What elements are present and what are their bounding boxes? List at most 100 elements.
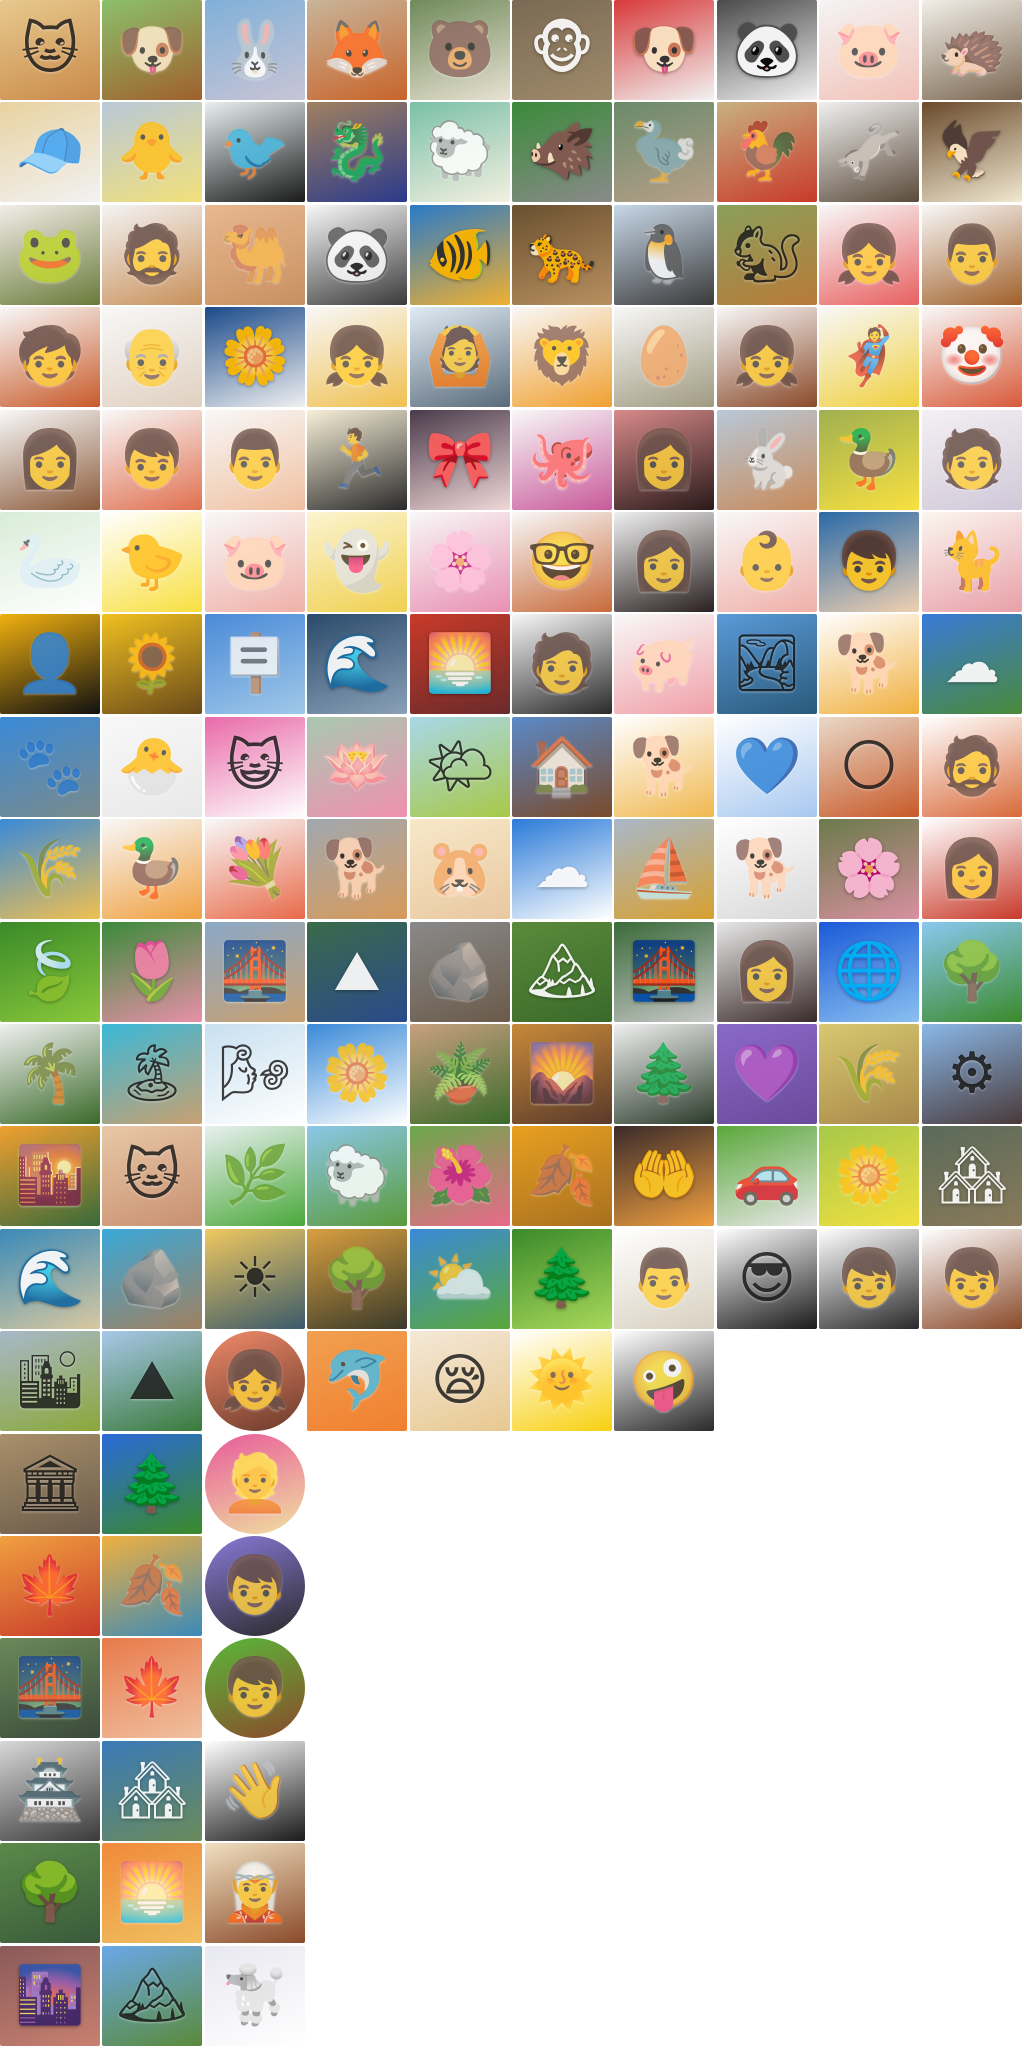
avatar-holo-heart[interactable]: 💙 — [717, 717, 817, 817]
avatar-green-leaf[interactable]: 🍃 — [0, 922, 100, 1022]
avatar-red-beard-man[interactable]: 🧔 — [922, 717, 1022, 817]
avatar-man-with-cap[interactable]: 🧢 — [0, 102, 100, 202]
avatar-green-valley[interactable]: 🏔 — [512, 922, 612, 1022]
avatar-village-hills[interactable]: 🏘 — [922, 1126, 1022, 1226]
avatar-frog[interactable]: 🐸 — [0, 205, 100, 305]
avatar-palm-tree[interactable]: 🌴 — [0, 1024, 100, 1124]
avatar-man-sunglasses[interactable]: 😎 — [717, 1229, 817, 1329]
avatar-pink-bud[interactable]: 🌷 — [102, 922, 202, 1022]
avatar-city-river[interactable]: 🏙 — [0, 1331, 100, 1431]
avatar-tapir[interactable]: 🐗 — [512, 102, 612, 202]
avatar-heart-hands-sunset[interactable]: 🤲 — [614, 1126, 714, 1226]
avatar-bearded-man[interactable]: 🧔 — [102, 205, 202, 305]
avatar-cartoon-man-gray-hair[interactable]: 👨 — [614, 1229, 714, 1329]
avatar-sea-stacks[interactable]: 🪨 — [102, 1229, 202, 1329]
avatar-cartoon-boy-brown-hair[interactable]: 👦 — [922, 1229, 1022, 1329]
avatar-cartoon-boy-purple[interactable]: 👦 — [205, 1536, 305, 1636]
avatar-corgi-butt[interactable]: 🐕 — [614, 717, 714, 817]
avatar-wooden-house[interactable]: 🏠 — [512, 717, 612, 817]
avatar-lone-tree[interactable]: 🌳 — [922, 922, 1022, 1022]
avatar-sea-slug[interactable]: 🐉 — [307, 102, 407, 202]
avatar-fjord[interactable]: ⛰ — [307, 922, 407, 1022]
avatar-anime-girl-sketch[interactable]: 🧑 — [512, 614, 612, 714]
avatar-lotus-flower[interactable]: 🪷 — [307, 717, 407, 817]
avatar-stone-bridge[interactable]: 🌉 — [614, 922, 714, 1022]
avatar-clown-face[interactable]: 🤡 — [922, 307, 1022, 407]
avatar-lamb[interactable]: 🐑 — [410, 102, 510, 202]
avatar-pink-pig-cartoon[interactable]: 🐖 — [614, 614, 714, 714]
avatar-bald-man[interactable]: 👨 — [205, 410, 305, 510]
avatar-white-goose[interactable]: 🦢 — [0, 512, 100, 612]
avatar-cartoon-boy-green[interactable]: 👦 — [205, 1638, 305, 1738]
avatar-golden-trees[interactable]: 🍂 — [512, 1126, 612, 1226]
avatar-pink-poppy[interactable]: 🌺 — [410, 1126, 510, 1226]
avatar-yellow-chick[interactable]: 🐤 — [102, 512, 202, 612]
avatar-runner-silhouette[interactable]: 🏃 — [307, 410, 407, 510]
avatar-sunflower[interactable]: 🌻 — [102, 614, 202, 714]
avatar-duckling[interactable]: 🐥 — [102, 102, 202, 202]
avatar-penguin[interactable]: 🐧 — [614, 205, 714, 305]
avatar-monkey[interactable]: 🐵 — [512, 0, 612, 100]
avatar-blue-sky[interactable]: 🌐 — [819, 922, 919, 1022]
avatar-hand-waving-hi[interactable]: 👋 — [205, 1741, 305, 1841]
avatar-autumn-forest[interactable]: 🍁 — [102, 1638, 202, 1738]
avatar-wind-turbine[interactable]: 🌬 — [205, 1024, 305, 1124]
avatar-sea-shore[interactable]: 🌊 — [0, 1229, 100, 1329]
avatar-girl-silhouette[interactable]: 👤 — [0, 614, 100, 714]
avatar-misty-hills[interactable]: 🌄 — [512, 1024, 612, 1124]
avatar-white-cloud[interactable]: ☁ — [512, 819, 612, 919]
avatar-dry-grass[interactable]: 🌾 — [819, 1024, 919, 1124]
avatar-sunset-hills[interactable]: 🌇 — [0, 1126, 100, 1226]
avatar-blossom-tree[interactable]: 🌸 — [819, 819, 919, 919]
avatar-man-with-glasses[interactable]: 🤓 — [512, 512, 612, 612]
avatar-piglet[interactable]: 🐷 — [819, 0, 919, 100]
avatar-toucan[interactable]: 🐦 — [205, 102, 305, 202]
avatar-camel[interactable]: 🐫 — [205, 205, 305, 305]
avatar-green-meadow[interactable]: 🌿 — [205, 1126, 305, 1226]
avatar-smiling-sun[interactable]: 🌞 — [512, 1331, 612, 1431]
avatar-yellow-ghost[interactable]: 👻 — [307, 512, 407, 612]
avatar-cartoon-bunny[interactable]: 🐰 — [205, 0, 305, 100]
avatar-mountain-slope[interactable]: 🏔 — [102, 1946, 202, 2046]
avatar-clouds-grass[interactable]: ⛅ — [410, 1229, 510, 1329]
avatar-kitten[interactable]: 🐱 — [0, 0, 100, 100]
avatar-pavilion-lake[interactable]: 🏯 — [0, 1741, 100, 1841]
avatar-shinchan-hat[interactable]: 🐣 — [102, 717, 202, 817]
avatar-squirrel[interactable]: 🐿 — [717, 205, 817, 305]
avatar-orange-sunset-sea[interactable]: 🌅 — [102, 1843, 202, 1943]
avatar-cartoon-boy-backpack[interactable]: 🧒 — [0, 307, 100, 407]
avatar-girl-portrait[interactable]: 👩 — [614, 410, 714, 510]
avatar-cartoon-man-black-hair[interactable]: 👦 — [819, 1229, 919, 1329]
avatar-yellow-duck[interactable]: 🦆 — [819, 410, 919, 510]
avatar-blonde-girl[interactable]: 👧 — [307, 307, 407, 407]
avatar-cartoon-hero[interactable]: 🦸 — [819, 307, 919, 407]
avatar-spaniel-puppy[interactable]: 🐶 — [102, 0, 202, 100]
avatar-cartoon-boy-blue[interactable]: 👦 — [819, 512, 919, 612]
avatar-cartoon-girl-round[interactable]: 👧 — [205, 1331, 305, 1431]
avatar-willow-trees[interactable]: 🌳 — [0, 1843, 100, 1943]
avatar-evergreen-hill[interactable]: 🌲 — [102, 1434, 202, 1534]
avatar-leopard[interactable]: 🐆 — [512, 205, 612, 305]
avatar-pigtail-girl[interactable]: 👧 — [717, 307, 817, 407]
avatar-arch-bridge-trees[interactable]: 🌉 — [0, 1638, 100, 1738]
avatar-grassland-sky[interactable]: 🌤 — [410, 717, 510, 817]
avatar-cat-face[interactable]: 🐱 — [102, 1126, 202, 1226]
avatar-white-puppy[interactable]: 🐶 — [614, 0, 714, 100]
avatar-polar-bear[interactable]: 🐻 — [410, 0, 510, 100]
avatar-sketch-girl[interactable]: 👩 — [0, 410, 100, 510]
avatar-girl-lying[interactable]: 👩 — [717, 922, 817, 1022]
avatar-rock-cliff[interactable]: 🪨 — [410, 922, 510, 1022]
avatar-shiba-inu[interactable]: 🐕 — [307, 819, 407, 919]
avatar-stormy-sea[interactable]: 🌊 — [307, 614, 407, 714]
avatar-car-meadow[interactable]: 🚗 — [717, 1126, 817, 1226]
avatar-autumn-lake[interactable]: 🍂 — [102, 1536, 202, 1636]
avatar-white-flower[interactable]: 🌼 — [205, 307, 305, 407]
avatar-forest-path[interactable]: 🌲 — [512, 1229, 612, 1329]
avatar-green-field-clouds[interactable]: ☁ — [922, 614, 1022, 714]
avatar-cartoon-panda[interactable]: 🐼 — [307, 205, 407, 305]
avatar-girl-bow[interactable]: 🎀 — [410, 410, 510, 510]
avatar-cathedral-ruins[interactable]: 🏛 — [0, 1434, 100, 1534]
avatar-anime-girl-brown-hair[interactable]: 🧝 — [205, 1843, 305, 1943]
avatar-white-hair-anime[interactable]: 🧑 — [922, 410, 1022, 510]
avatar-cartoon-girl[interactable]: 👧 — [819, 205, 919, 305]
